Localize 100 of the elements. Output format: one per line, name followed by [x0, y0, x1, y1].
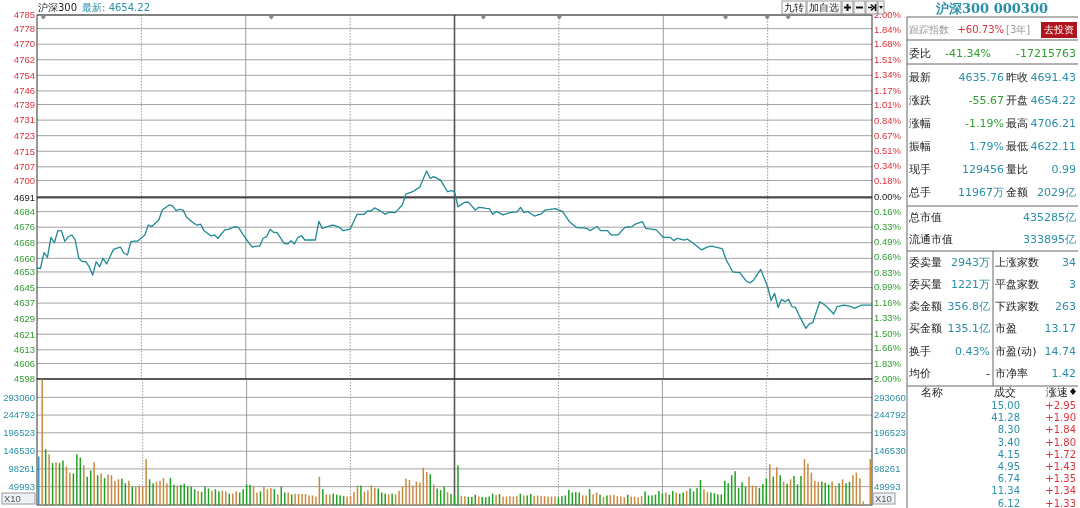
- y2-tick-label: 146530: [874, 445, 906, 457]
- text: 名称: [921, 386, 943, 399]
- y-tick-label: 49993: [8, 480, 35, 492]
- y-tick-label: 4637: [13, 297, 35, 309]
- text: 上涨家数: [995, 256, 1039, 269]
- y2-tick-label: 1.83%: [874, 357, 902, 369]
- text: 6.74: [997, 473, 1020, 485]
- text: 41.28: [991, 412, 1020, 424]
- y-tick-label: 4731: [13, 114, 35, 126]
- y2-tick-label: 1.51%: [874, 53, 902, 65]
- text: +1.90: [1045, 412, 1076, 424]
- text: 流通市值: [909, 233, 953, 246]
- y2-tick-label: 0.16%: [874, 205, 902, 217]
- text: -: [986, 367, 991, 380]
- text: +2.95: [1045, 400, 1076, 411]
- text: 356.8亿: [947, 300, 990, 313]
- y2-tick-label: 1.01%: [874, 99, 902, 111]
- y2-tick-label: 1.66%: [874, 342, 902, 354]
- y2-tick-label: 293060: [874, 391, 906, 403]
- y-tick-label: 4785: [13, 9, 35, 21]
- y-tick-label: 146530: [3, 445, 35, 457]
- text: 333895亿: [1023, 233, 1076, 246]
- y2-tick-label: 98261: [874, 463, 901, 475]
- y-tick-label: 4707: [13, 161, 35, 173]
- text: 1221万: [951, 278, 990, 291]
- y2-tick-label: 0.83%: [874, 266, 902, 278]
- text: -55.67: [968, 94, 1004, 107]
- y2-tick-label: 196523: [874, 427, 906, 439]
- chart-subtitle: 最新: 4654.22: [82, 2, 150, 13]
- text: 0.99: [1051, 163, 1076, 176]
- text: 市盈: [995, 322, 1017, 335]
- text: 换手: [909, 345, 931, 358]
- y2-tick-label: 1.68%: [874, 38, 902, 50]
- y-tick-label: 4660: [13, 252, 35, 264]
- text: 4691.43: [1030, 71, 1076, 84]
- y-tick-label: 4739: [13, 98, 35, 110]
- y2-tick-label: 1.17%: [874, 84, 902, 96]
- text: +1.43: [1045, 461, 1076, 472]
- text: +1.34: [1045, 485, 1076, 497]
- text: 4654.22: [1030, 94, 1076, 107]
- y2-tick-label: 0.00%: [874, 191, 902, 203]
- y-tick-label: 4668: [13, 237, 35, 249]
- text: 涨速: [1046, 386, 1068, 399]
- y2-tick-label: 2.00%: [874, 373, 902, 385]
- text: 11.34: [991, 485, 1020, 497]
- text: 135.1亿: [947, 322, 990, 335]
- y2-tick-label: 1.84%: [874, 23, 902, 35]
- y-tick-label: 4621: [13, 328, 35, 340]
- text: 0.43%: [955, 345, 990, 358]
- y2-tick-label: 244792: [874, 409, 906, 421]
- text: 量比: [1006, 163, 1028, 176]
- text: 委卖量: [909, 256, 942, 269]
- text: 8.30: [997, 424, 1020, 436]
- text: 4706.21: [1030, 117, 1076, 130]
- text: 最高: [1006, 117, 1028, 130]
- y2-tick-label: 49993: [874, 480, 901, 492]
- text: 涨跌: [909, 94, 931, 107]
- text: 市盈(动): [995, 345, 1037, 358]
- text: 金额: [1006, 186, 1028, 199]
- y2-tick-label: 0.33%: [874, 221, 902, 233]
- text: 最新: [909, 71, 931, 84]
- y-tick-label: 4770: [13, 38, 35, 50]
- text: +1.84: [1045, 424, 1076, 436]
- text: 15.00: [991, 400, 1020, 411]
- y2label: X10: [872, 492, 896, 505]
- text: 11967万: [958, 186, 1004, 199]
- text: +1.33: [1045, 497, 1076, 508]
- y2-tick-label: 0.84%: [874, 114, 902, 126]
- text: 435285亿: [1023, 211, 1076, 224]
- text: 总市值: [908, 211, 942, 224]
- text: 263: [1055, 300, 1076, 313]
- text: 涨幅: [909, 117, 931, 130]
- y-tick-label: 4598: [13, 373, 35, 385]
- text: +1.80: [1045, 436, 1076, 448]
- y2-tick-label: 0.66%: [874, 251, 902, 263]
- text: 3.40: [997, 436, 1020, 448]
- text: -17215763: [1016, 47, 1076, 60]
- text: -1.19%: [965, 117, 1004, 130]
- y2-tick-label: 0.49%: [874, 235, 902, 247]
- y-tick-label: 244792: [3, 409, 35, 421]
- text: +60.73%: [957, 24, 1004, 35]
- y2-tick-label: 0.99%: [874, 281, 902, 293]
- y-tick-label: 4746: [13, 85, 35, 97]
- chart-title: 沪深300: [38, 2, 78, 13]
- y-tick-label: 4613: [13, 344, 35, 356]
- y-tick-label: 4723: [13, 129, 35, 141]
- toolbar-button: 九转: [781, 0, 807, 15]
- text: 沪深300 000300: [935, 1, 1048, 16]
- y2-tick-label: 1.50%: [874, 327, 902, 339]
- text: 成交: [994, 386, 1016, 399]
- text: 3: [1069, 278, 1076, 291]
- text: 14.74: [1044, 345, 1076, 358]
- y-tick-label: 4700: [13, 174, 35, 186]
- text: 均价: [908, 367, 931, 380]
- text: 4.95: [997, 461, 1020, 472]
- y-tick-label: 4762: [13, 54, 35, 66]
- text: +1.35: [1045, 473, 1076, 485]
- y-tick-label: 98261: [8, 463, 35, 475]
- y2-tick-label: 0.51%: [874, 144, 902, 156]
- text: 总手: [908, 186, 931, 199]
